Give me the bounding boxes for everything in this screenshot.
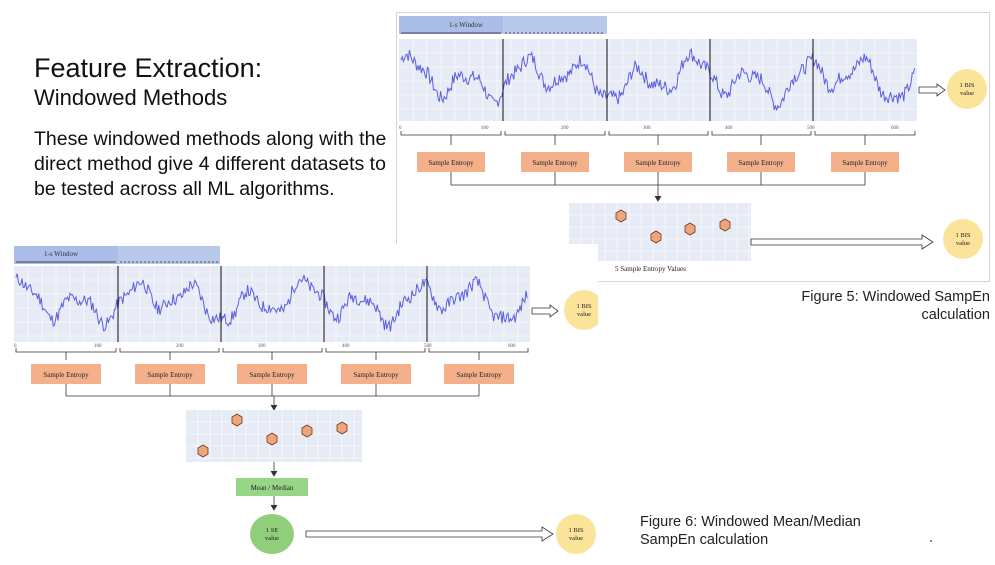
sample-entropy-label: Sample Entropy xyxy=(43,371,89,379)
hexagon-marker-icon xyxy=(301,424,313,438)
bis-value-circle xyxy=(943,219,983,259)
bis-circle-line1: 1 BIS xyxy=(577,303,592,310)
sample-entropy-label: Sample Entropy xyxy=(738,159,784,167)
sample-entropy-block xyxy=(727,152,795,172)
hexagon-marker-icon xyxy=(719,218,731,232)
mean-median-block xyxy=(236,478,308,496)
signal-plot-area xyxy=(399,39,917,121)
sample-entropy-block xyxy=(135,364,205,384)
axis-tick: 0 xyxy=(14,344,17,349)
bis-value-circle xyxy=(947,69,987,109)
bis-circle-line1: 1 BIS xyxy=(569,527,584,534)
slide-subtitle: Windowed Methods xyxy=(34,85,228,110)
se-circle-line1: 1 SE xyxy=(266,527,278,534)
axis-tick: 400 xyxy=(725,126,733,131)
window-label: 1-s Window xyxy=(449,21,484,29)
sample-entropy-label: Sample Entropy xyxy=(456,371,502,379)
sample-entropy-block xyxy=(624,152,692,172)
slide-body-text: These windowed methods along with the di… xyxy=(34,128,387,200)
bis-circle-line2: value xyxy=(960,90,974,97)
scatter-caption: 5 Sample Entropy Values xyxy=(615,265,686,273)
sample-entropy-block xyxy=(417,152,485,172)
axis-tick: 100 xyxy=(481,126,489,131)
sample-entropy-label: Sample Entropy xyxy=(249,371,295,379)
hexagon-marker-icon xyxy=(684,222,696,236)
sample-entropy-block xyxy=(237,364,307,384)
axis-tick: 300 xyxy=(258,344,266,349)
bis-circle-line2: value xyxy=(956,240,970,247)
axis-tick: 600 xyxy=(508,344,516,349)
window-bar-active xyxy=(14,246,118,264)
hexagon-marker-icon xyxy=(615,209,627,223)
sample-entropy-block xyxy=(831,152,899,172)
hexagon-marker-icon xyxy=(266,432,278,446)
bis-circle-line2: value xyxy=(577,311,591,318)
se-circle-line2: value xyxy=(265,535,279,542)
axis-tick: 200 xyxy=(561,126,569,131)
sample-entropy-label: Sample Entropy xyxy=(353,371,399,379)
merge-connector xyxy=(450,172,866,202)
sample-entropy-label: Sample Entropy xyxy=(635,159,681,167)
double-arrow-icon xyxy=(750,83,946,250)
hexagon-marker-icon xyxy=(650,230,662,244)
stray-dot xyxy=(930,540,932,542)
se-value-circle xyxy=(250,514,294,554)
eeg-signal-line xyxy=(15,273,528,332)
merge-connector xyxy=(65,384,480,411)
hexagon-marker-icon xyxy=(231,413,243,427)
figure-5: 1-s Window 0 100 200 300 400 500 600 xyxy=(396,12,990,282)
mean-median-label: Mean / Median xyxy=(251,484,294,492)
window-bar-active xyxy=(399,16,503,34)
figure-5-diagram: 1-s Window 0 100 200 300 400 500 600 xyxy=(399,16,987,273)
signal-plot-area xyxy=(14,266,530,342)
window-label: 1-s Window xyxy=(44,250,79,258)
bis-circle-line1: 1 BIS xyxy=(956,232,971,239)
sample-entropy-label: Sample Entropy xyxy=(532,159,578,167)
axis-tick: 600 xyxy=(891,126,899,131)
window-braces xyxy=(400,131,916,145)
hexagon-marker-icon xyxy=(197,444,209,458)
double-arrow-icon xyxy=(305,304,559,542)
axis-tick: 100 xyxy=(94,344,102,349)
axis-tick: 300 xyxy=(643,126,651,131)
bis-circle-line1: 1 BIS xyxy=(960,82,975,89)
sampen-markers xyxy=(197,413,348,458)
sampen-scatter-area xyxy=(569,203,751,261)
figure-6: 1-s Window 0 100 200 300 400 500 600 xyxy=(8,244,604,560)
figure-6-caption: Figure 6: Windowed Mean/Median SampEn ca… xyxy=(640,514,861,548)
sample-entropy-block xyxy=(341,364,411,384)
hexagon-marker-icon xyxy=(336,421,348,435)
bis-value-circle xyxy=(564,290,604,330)
axis-tick: 400 xyxy=(342,344,350,349)
axis-tick: 500 xyxy=(424,344,432,349)
sample-entropy-label: Sample Entropy xyxy=(147,371,193,379)
flow-arrow-down-icon xyxy=(270,462,278,511)
sample-entropy-block xyxy=(31,364,101,384)
figure-5-caption: Figure 5: Windowed SampEn calculation xyxy=(801,289,990,323)
axis-tick: 200 xyxy=(176,344,184,349)
bis-circle-line2: value xyxy=(569,535,583,542)
sample-entropy-block xyxy=(521,152,589,172)
bis-value-circle xyxy=(556,514,596,554)
eeg-signal-line xyxy=(400,47,916,111)
sample-entropy-label: Sample Entropy xyxy=(842,159,888,167)
axis-tick: 500 xyxy=(807,126,815,131)
plot-grid xyxy=(399,39,917,121)
axis-tick: 0 xyxy=(399,126,402,131)
sample-entropy-block xyxy=(444,364,514,384)
scatter-grid xyxy=(186,410,362,462)
window-braces xyxy=(15,348,529,360)
figure-6-diagram: 1-s Window 0 100 200 300 400 500 600 xyxy=(14,246,604,554)
slide-title: Feature Extraction: xyxy=(34,53,263,83)
sample-entropy-label: Sample Entropy xyxy=(428,159,474,167)
